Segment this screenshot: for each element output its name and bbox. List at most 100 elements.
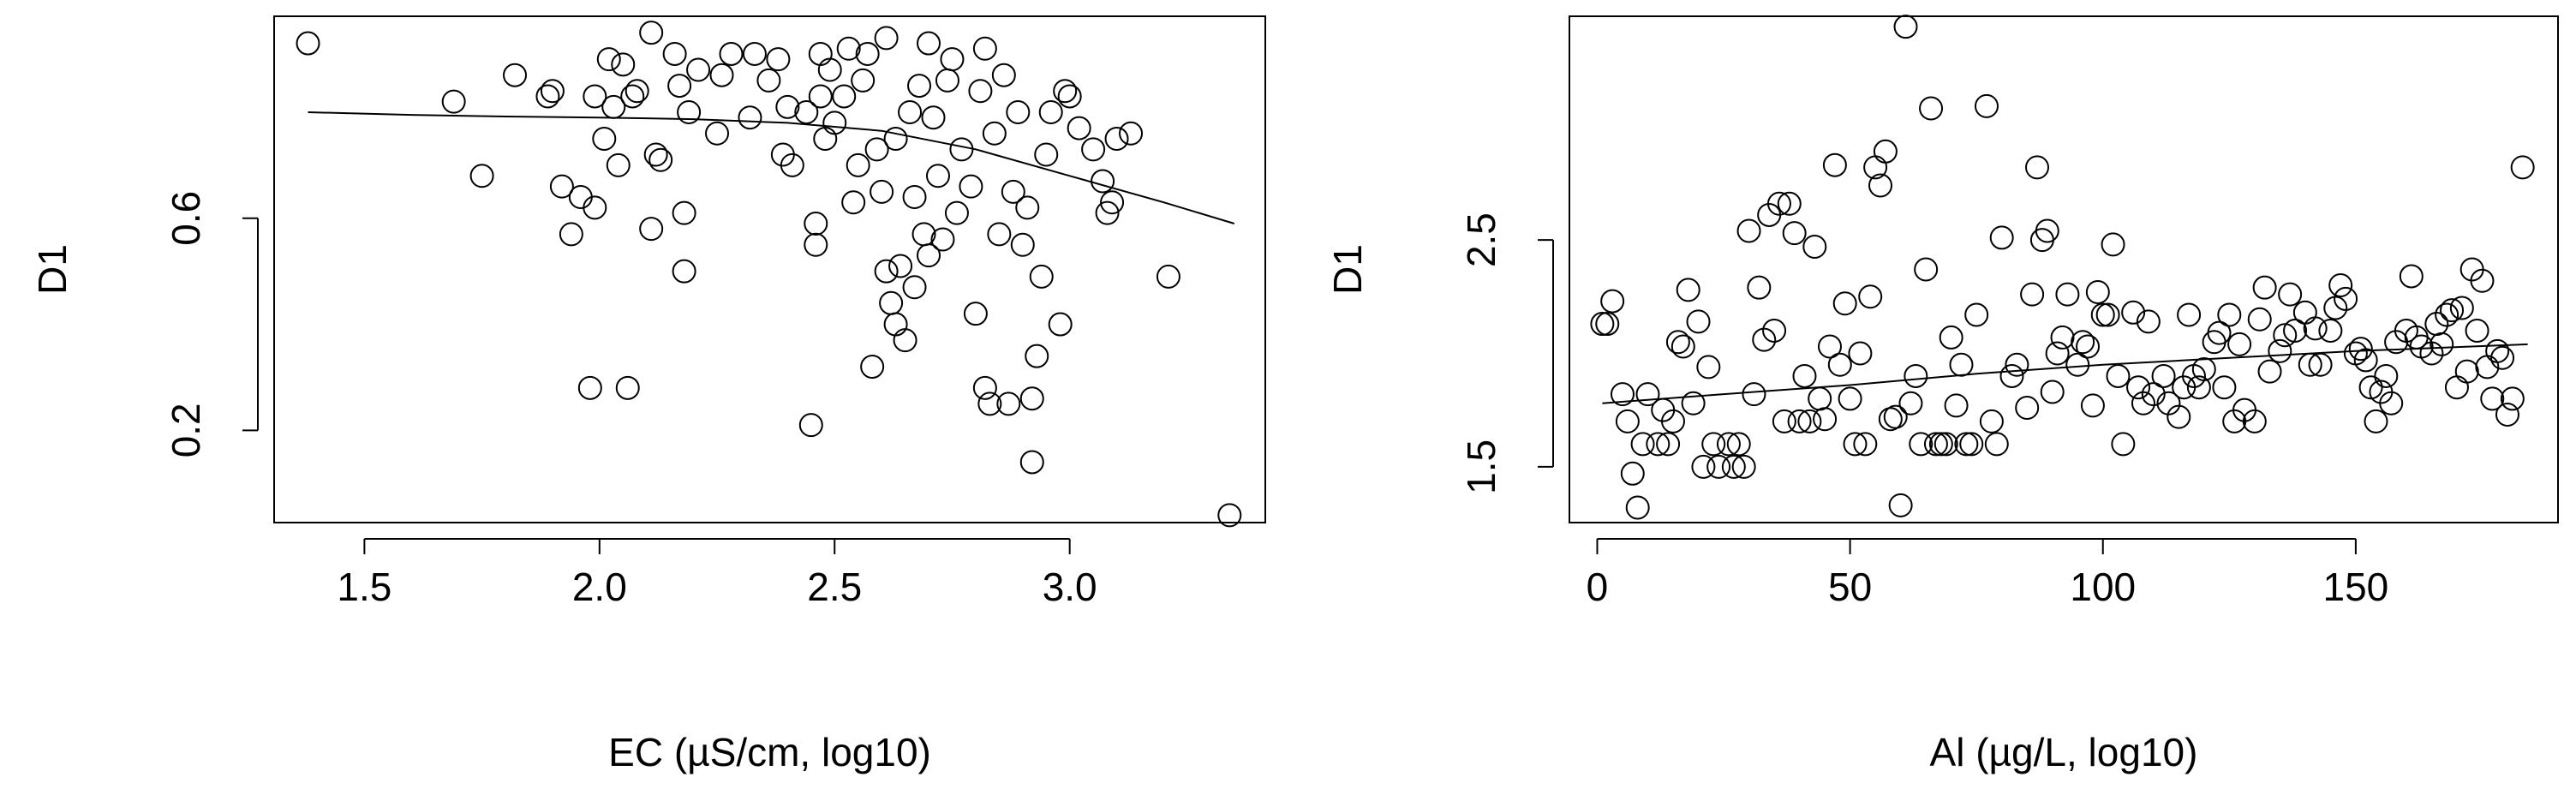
x-tick-label: 3.0 [1043, 565, 1097, 609]
point [1868, 173, 1893, 198]
point [620, 84, 645, 109]
point [822, 111, 847, 135]
point [2353, 348, 2378, 373]
point [583, 84, 607, 109]
point [935, 68, 959, 93]
point [808, 41, 833, 66]
point [2334, 286, 2358, 311]
point [972, 375, 997, 400]
point [832, 84, 857, 109]
point [677, 100, 702, 125]
point [2025, 155, 2050, 180]
point [1610, 382, 1635, 407]
point [1067, 116, 1091, 140]
point [2257, 359, 2282, 384]
point [1817, 334, 1842, 359]
point [2273, 323, 2298, 348]
point [535, 84, 560, 109]
point [1630, 432, 1655, 457]
point [846, 152, 870, 177]
point [874, 26, 899, 51]
point [2303, 316, 2328, 341]
point [709, 63, 734, 87]
point [2227, 332, 2252, 356]
point [917, 31, 941, 56]
plot-frame [273, 15, 1266, 523]
point [596, 47, 621, 72]
point [883, 126, 908, 151]
point [686, 57, 711, 82]
point [2435, 302, 2459, 327]
point [1156, 264, 1180, 289]
point [577, 375, 602, 400]
point [2040, 380, 2065, 404]
point [860, 355, 885, 380]
point [2480, 386, 2505, 411]
point [1923, 432, 1948, 457]
point [1091, 169, 1115, 194]
point [296, 31, 320, 56]
point [1777, 191, 1802, 216]
x-tick-label: 2.5 [807, 565, 862, 609]
point [611, 52, 636, 77]
point [559, 222, 583, 247]
point [1615, 409, 1640, 433]
point [1989, 225, 2014, 250]
point [625, 79, 649, 104]
point [2424, 312, 2449, 337]
point [917, 243, 941, 268]
point [1681, 391, 1706, 415]
point [2454, 359, 2479, 384]
point [2045, 341, 2070, 366]
point [738, 105, 762, 130]
x-tick-label: 1.5 [337, 565, 391, 609]
point [1772, 409, 1796, 433]
point [2444, 375, 2469, 400]
smooth-line [308, 111, 1235, 224]
point [2191, 357, 2216, 382]
point [1696, 355, 1721, 380]
point [1787, 409, 1812, 433]
point [2358, 375, 2383, 400]
point [888, 254, 913, 278]
point [855, 41, 880, 66]
point [672, 200, 696, 225]
point [1665, 330, 1690, 355]
point [1808, 386, 1832, 411]
point [2207, 320, 2232, 345]
point [1038, 100, 1063, 125]
point [2485, 338, 2510, 363]
point [817, 57, 842, 82]
point [2500, 386, 2525, 411]
point [1731, 454, 1756, 479]
point [808, 84, 833, 109]
point [2121, 300, 2146, 325]
point [2495, 402, 2519, 427]
point [1974, 93, 1999, 118]
point [1782, 221, 1807, 246]
point [719, 41, 744, 66]
point [503, 63, 528, 87]
point [1939, 325, 1963, 350]
point [2348, 337, 2373, 362]
point [441, 89, 466, 114]
point [2323, 296, 2348, 320]
point [987, 222, 1012, 247]
point [1858, 284, 1883, 309]
point [1762, 318, 1787, 343]
point [996, 392, 1021, 416]
point [2065, 352, 2090, 377]
point [2465, 318, 2489, 343]
point [2126, 375, 2151, 400]
point [1015, 195, 1040, 220]
point [1747, 275, 1772, 300]
point [2419, 341, 2444, 366]
point [1822, 152, 1847, 177]
point [2268, 338, 2292, 363]
point [2151, 363, 2176, 388]
point [902, 275, 927, 300]
point [2080, 393, 2105, 418]
point [615, 375, 640, 400]
